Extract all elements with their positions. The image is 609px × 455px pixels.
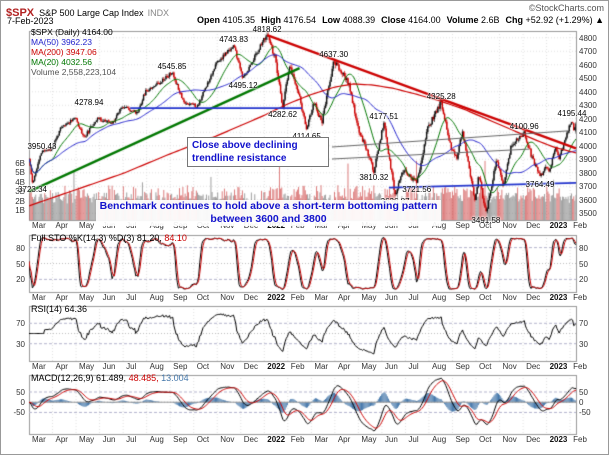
chart-header: $SPX S&P 500 Large Cap Index INDX <box>6 3 169 21</box>
quote-value: 4088.39 <box>340 15 376 25</box>
quote-value: 2.6B <box>478 15 500 25</box>
quote-value: 4176.54 <box>281 15 317 25</box>
stockcharts-copyright-link[interactable]: ©StockCharts.com <box>528 3 604 13</box>
quote-value: 4164.00 <box>405 15 441 25</box>
symbol-name: S&P 500 Large Cap Index <box>39 8 144 18</box>
quote-item: Close 4164.00 <box>381 15 441 25</box>
quote-label: Chg <box>505 15 524 25</box>
quote-label: High <box>261 15 282 25</box>
annotation-bottoming-pattern: Benchmark continues to hold above a shor… <box>96 200 441 226</box>
legend-volume: Volume 2,558,223,104 <box>31 67 117 77</box>
exchange-label: INDX <box>147 8 170 18</box>
quote-item: Chg +52.92 (+1.29%) ▲ <box>506 15 604 25</box>
quote-value: +52.92 (+1.29%) ▲ <box>523 15 604 25</box>
quote-item: High 4176.54 <box>261 15 316 25</box>
legend-ma20: MA(20) 4032.56 <box>31 57 92 67</box>
legend-price: $SPX (Daily) 4164.00 <box>31 27 113 37</box>
legend-ma50: MA(50) 3962.23 <box>31 37 92 47</box>
symbol-ticker: $SPX <box>6 7 35 19</box>
legend-ma200: MA(200) 3947.06 <box>31 47 97 57</box>
date-label: 7-Feb-2023 <box>7 16 54 26</box>
quote-item: Open 4105.35 <box>197 15 255 25</box>
quote-item: Low 4088.39 <box>322 15 375 25</box>
quote-label: Low <box>322 15 341 25</box>
quote-label: Volume <box>446 15 479 25</box>
price-legend-block: $SPX (Daily) 4164.00 MA(50) 3962.23 MA(2… <box>31 27 116 77</box>
annotation-trendline-breakout: Close above declining trendline resistan… <box>187 137 329 167</box>
quote-item: Volume 2.6B <box>447 15 500 25</box>
quote-value: 4105.35 <box>219 15 256 25</box>
quote-label: Open <box>196 15 220 25</box>
quote-strip: Open 4105.35 High 4176.54 Low 4088.39 Close… <box>197 15 604 25</box>
quote-label: Close <box>381 15 406 25</box>
